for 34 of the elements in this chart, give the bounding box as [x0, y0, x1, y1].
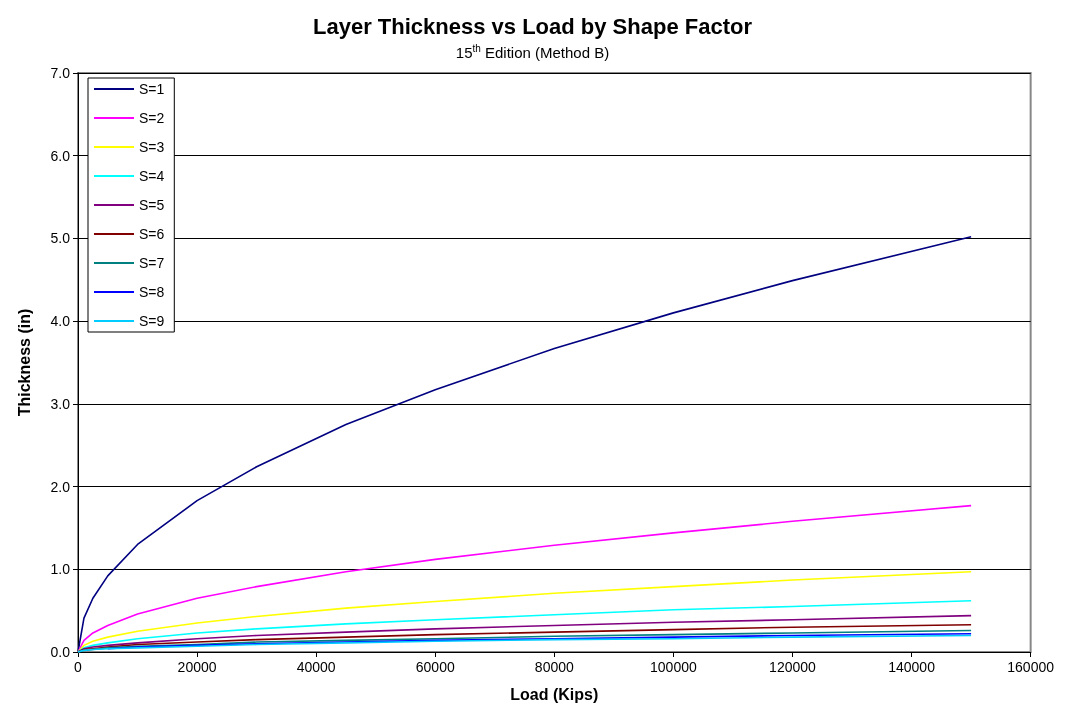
x-tick-label: 60000: [415, 659, 455, 675]
x-tick-label: 80000: [534, 659, 574, 675]
y-tick-label: 2.0: [50, 478, 71, 495]
x-axis-title: Load (Kips): [510, 685, 599, 703]
legend-label: S=3: [139, 139, 165, 155]
x-tick-label: 140000: [888, 659, 936, 675]
line-series: [77, 570, 972, 653]
x-tick-label: 120000: [769, 659, 817, 675]
legend-label: S=5: [139, 197, 165, 213]
legend-label: S=1: [139, 81, 165, 97]
y-tick-label: 6.0: [50, 147, 71, 164]
legend-label: S=6: [139, 226, 165, 242]
line-series: [77, 634, 972, 653]
legend-label: S=9: [139, 313, 165, 329]
line-series: [77, 599, 972, 653]
legend-label: S=7: [139, 255, 165, 271]
x-tick-label: 100000: [650, 659, 697, 675]
x-tick-label: 160000: [1007, 659, 1055, 675]
line-series: [77, 504, 972, 653]
chart-title: Layer Thickness vs Load by Shape Factor: [313, 13, 753, 39]
line-series: [77, 623, 972, 653]
x-tick-label: 40000: [296, 659, 336, 675]
y-tick-label: 4.0: [50, 313, 71, 330]
y-tick-label: 7.0: [50, 65, 71, 81]
y-tick-label: 5.0: [50, 230, 71, 247]
legend-label: S=2: [139, 110, 165, 126]
y-tick-label: 3.0: [50, 395, 71, 412]
legend-label: S=4: [139, 168, 165, 184]
y-axis-title: Thickness (in): [15, 308, 33, 417]
x-tick-label: 20000: [177, 659, 217, 675]
x-tick-label: 0: [74, 659, 83, 675]
y-tick-label: 1.0: [50, 561, 71, 578]
legend-label: S=8: [139, 284, 165, 300]
y-tick-label: 0.0: [50, 644, 71, 660]
